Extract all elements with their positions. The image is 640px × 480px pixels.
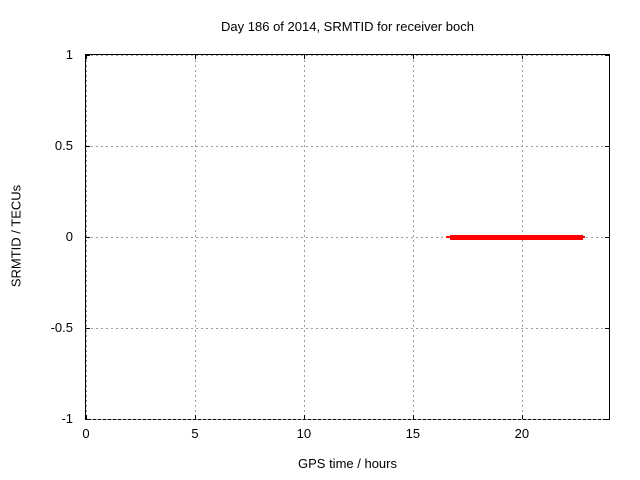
x-tick-top xyxy=(86,55,87,59)
chart-title: Day 186 of 2014, SRMTID for receiver boc… xyxy=(221,19,474,34)
y-tick-left xyxy=(86,328,90,329)
y-tick-left xyxy=(86,419,90,420)
x-axis-label: GPS time / hours xyxy=(298,456,397,471)
x-tick-top xyxy=(412,55,414,59)
x-tick-label: 20 xyxy=(514,426,530,441)
y-tick-label: -1 xyxy=(61,411,73,426)
plot-area: 0 5 10 15 20 -1 -0.5 0 0.5 1 xyxy=(51,47,610,441)
gridline-y xyxy=(86,419,609,420)
x-tick-bottom xyxy=(303,415,305,419)
y-tick-left xyxy=(86,55,90,56)
x-tick-bottom xyxy=(194,415,196,419)
x-tick-bottom xyxy=(86,415,87,419)
x-tick-label: 15 xyxy=(405,426,421,441)
x-tick-label: 10 xyxy=(296,426,312,441)
y-tick-left xyxy=(86,146,90,147)
gridline-y xyxy=(86,146,609,147)
x-tick-top xyxy=(194,55,196,59)
gridline-y xyxy=(86,55,609,56)
y-tick-right xyxy=(605,55,609,56)
data-segment-cap-right xyxy=(582,236,586,238)
y-tick-label: 1 xyxy=(65,47,73,62)
x-tick-top xyxy=(521,55,523,59)
y-tick-label: -0.5 xyxy=(50,320,73,335)
y-tick-left xyxy=(86,237,90,238)
gridline-y xyxy=(86,237,609,238)
y-tick-label: 0 xyxy=(65,229,73,244)
gridline-y xyxy=(86,328,609,329)
data-segment-core xyxy=(449,235,583,240)
y-tick-label: 0.5 xyxy=(54,138,73,153)
x-tick-top xyxy=(303,55,305,59)
x-tick-label: 0 xyxy=(82,426,90,441)
y-tick-right xyxy=(605,419,609,420)
x-tick-bottom xyxy=(521,415,523,419)
y-tick-right xyxy=(605,328,609,329)
y-tick-right xyxy=(605,146,609,147)
y-tick-right xyxy=(605,237,609,238)
x-tick-label: 5 xyxy=(191,426,199,441)
data-segment-cap-left xyxy=(445,236,450,238)
x-tick-bottom xyxy=(412,415,414,419)
